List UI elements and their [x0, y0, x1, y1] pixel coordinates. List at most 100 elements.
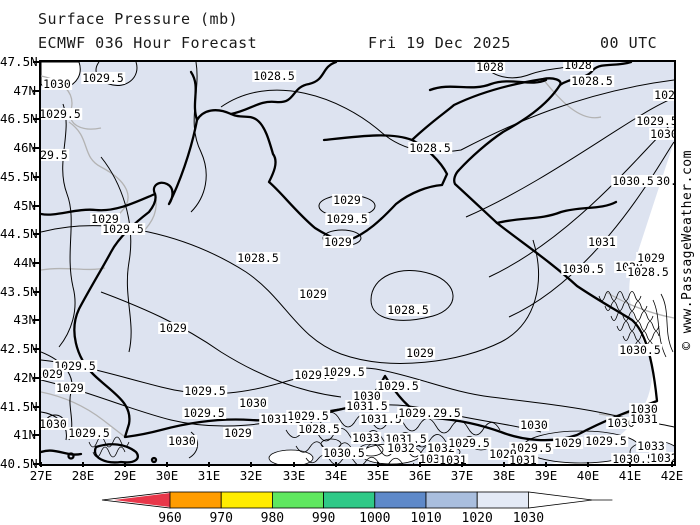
lat-tick-label: 46N — [13, 140, 36, 155]
pressure-colorbar: 960 970 980 990 1000 1010 1020 1030 — [101, 491, 613, 524]
isobar-value-label: 1033 — [351, 430, 381, 445]
lon-tick-label: 37E — [450, 468, 474, 483]
colorbar-bin — [169, 491, 222, 509]
lat-tick-label: 44N — [13, 255, 36, 270]
lon-tick — [377, 462, 379, 467]
isobar-value-label: 1031 — [438, 452, 468, 466]
lon-tick — [166, 462, 168, 467]
lat-tick-label: 42.5N — [0, 341, 38, 356]
lon-tick-label: 39E — [534, 468, 558, 483]
isobar-value-label: 1030 — [39, 416, 68, 431]
isobar-value-label: 1031 — [508, 452, 538, 466]
lon-tick — [545, 462, 547, 467]
lat-tick-label: 41.5N — [0, 399, 38, 414]
isobar-value-label: 1031 — [629, 411, 659, 426]
isobar-value-label: 1029.5 — [101, 221, 145, 236]
isobar-value-label: 1030 — [238, 395, 268, 410]
isobar-value-label: 1030 — [519, 417, 549, 432]
colorbar-bin — [476, 491, 529, 509]
isobar-value-label: 1029 — [553, 435, 583, 450]
high-pressure-pocket — [268, 449, 314, 464]
isobar-value-label: 1029.5 — [182, 405, 226, 420]
isobar-value-label: 30.5 — [655, 175, 674, 187]
colorbar-bin — [271, 491, 324, 509]
lat-tick — [33, 118, 39, 120]
isobar-value-label: 1029 — [55, 380, 85, 395]
isobar-value-label: 1029.5 — [635, 115, 674, 127]
lon-tick-label: 40E — [576, 468, 600, 483]
isobar-value-label: 1029 — [405, 345, 435, 360]
lon-tick-label: 33E — [282, 468, 306, 483]
lon-tick-label: 28E — [71, 468, 95, 483]
lat-tick-label: 45.5N — [0, 169, 38, 184]
isobar-value-label: 1029.5 — [376, 378, 420, 393]
isobar-value-label: 1029.5 — [397, 405, 441, 420]
isobar-value-label: 1029 — [158, 320, 188, 335]
lon-tick-label: 42E — [660, 468, 684, 483]
lat-tick — [33, 176, 39, 178]
lon-tick — [82, 462, 84, 467]
isobar-value-label: 29.5 — [432, 405, 462, 420]
isobar-value-label: 1029.5 — [81, 70, 125, 85]
isobar-value-label: 1028.5 — [408, 140, 452, 155]
colorbar-bin — [220, 491, 273, 509]
isobar-value-label: 1028.5 — [236, 250, 280, 265]
isobar-value-label: 1030 — [418, 451, 448, 466]
lat-tick-label: 47N — [13, 83, 36, 98]
lat-tick — [33, 463, 39, 465]
isobar-value-label: 1030 — [352, 388, 382, 403]
lon-tick — [503, 462, 505, 467]
isobar-value-label: 1029 — [323, 234, 353, 249]
isobar-value-label: 1029.5 — [322, 364, 366, 379]
isobar-value-label: 1031 — [587, 234, 617, 249]
lon-tick — [208, 462, 210, 467]
lat-tick — [33, 319, 39, 321]
lat-tick-label: 44.5N — [0, 226, 38, 241]
lon-tick-label: 27E — [29, 468, 53, 483]
colorbar-below-range — [114, 493, 170, 507]
lon-tick — [629, 462, 631, 467]
lat-tick — [33, 90, 39, 92]
colorbar-tick-label: 970 — [209, 511, 232, 524]
lat-tick — [33, 147, 39, 149]
lat-tick — [33, 406, 39, 408]
isobar-value-label: 1029 — [636, 250, 666, 265]
copyright-watermark: © www.PassageWeather.com — [680, 150, 695, 350]
isobar-value-label: 1032 — [386, 440, 416, 455]
isobar-value-label: 1029.5 — [183, 383, 227, 398]
high-pressure-region-caucasus — [551, 142, 674, 464]
map-title: Surface Pressure (mb) — [38, 10, 239, 28]
lat-tick — [33, 205, 39, 207]
isobar-value-label: 1029 — [653, 89, 674, 101]
lon-tick — [124, 462, 126, 467]
isobar-value-label: 1029.5 — [584, 433, 628, 448]
lon-tick — [40, 462, 42, 467]
country-borders — [41, 75, 674, 438]
isobar-value-label: 1029 — [223, 425, 253, 440]
lat-tick-label: 41N — [13, 427, 36, 442]
colorbar-bin — [374, 491, 427, 509]
lon-tick — [419, 462, 421, 467]
lat-tick-label: 45N — [13, 198, 36, 213]
isobar-value-label: 1029 — [41, 368, 64, 380]
lon-tick — [293, 462, 295, 467]
lon-tick-label: 30E — [155, 468, 179, 483]
isobar-value-label: 1028.5 — [570, 73, 614, 88]
lon-tick — [587, 462, 589, 467]
coastline — [41, 62, 659, 464]
colorbar-tick-label: 1020 — [462, 511, 493, 524]
colorbar-right-arrow — [527, 491, 593, 509]
lat-tick — [33, 233, 39, 235]
lon-tick-label: 29E — [113, 468, 137, 483]
isobar-value-label: 1030.5 — [561, 261, 605, 276]
lon-tick-label: 34E — [324, 468, 348, 483]
lat-tick — [33, 291, 39, 293]
isobar-value-label: 1031.5 — [345, 398, 389, 413]
isobar-value-label: 1031.5 — [359, 411, 403, 426]
isobar-value-label: 1029.5 — [67, 425, 111, 440]
isobar-value-label: 1030.5 — [611, 173, 655, 188]
lat-tick — [33, 348, 39, 350]
isobar-value-label: 1030 — [42, 76, 72, 91]
isobar-value-label: 1030.5 — [322, 445, 366, 460]
isobar-value-label: 1029 — [90, 211, 120, 226]
